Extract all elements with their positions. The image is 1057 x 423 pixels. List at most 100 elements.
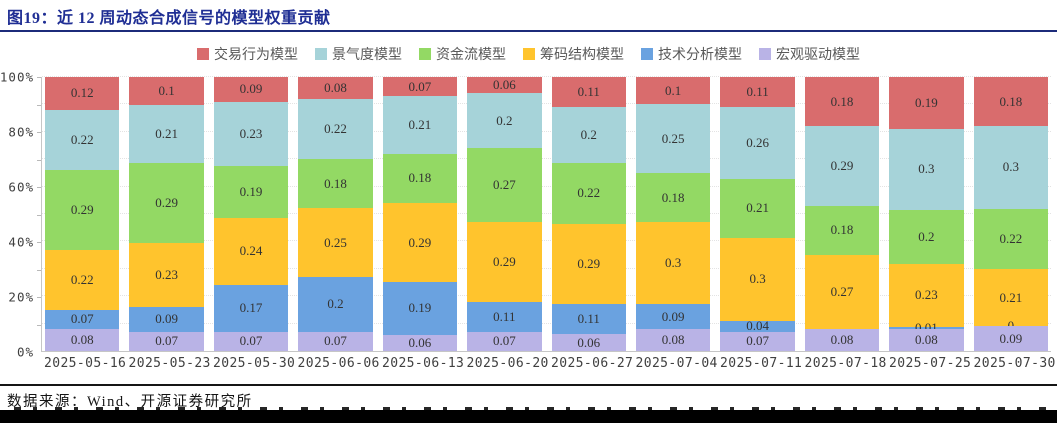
y-axis-tick-label: 20% <box>8 288 34 304</box>
x-axis-tick-label: 2025-06-20 <box>466 356 549 371</box>
legend-color-swatch <box>759 48 771 60</box>
y-axis-tick <box>37 77 41 78</box>
bar-segment: 0.09 <box>635 304 711 330</box>
bar-segment: 0.3 <box>973 126 1049 209</box>
bar-segment: 0.19 <box>213 165 289 219</box>
gridline <box>42 130 1051 132</box>
legend-item-label: 筹码结构模型 <box>540 48 624 63</box>
bar-segment: 0.08 <box>298 77 373 99</box>
chart-legend: 交易行为模型 景气度模型 资金流模型 筹码结构模型 技术分析模型 宏观驱动模型 <box>0 44 1057 64</box>
stacked-bar: 0.1 0.21 0.29 0.23 0.09 0.07 <box>129 77 204 351</box>
bars-container: 0.12 0.22 0.29 0.22 0.07 0.08 0.1 0.21 0.29 0.23 0… <box>42 77 1051 351</box>
bar-segment: 0.18 <box>635 172 711 223</box>
bar-segment: 0.29 <box>804 126 880 206</box>
gridline <box>42 322 1051 324</box>
bar-segment: 0.3 <box>889 128 964 210</box>
bar-segment: 0.07 <box>720 331 795 351</box>
gridline <box>42 295 1051 297</box>
bar-segment: 0.23 <box>213 101 289 166</box>
bar-segment: 0.08 <box>635 329 711 351</box>
legend-item-label: 交易行为模型 <box>214 48 298 63</box>
bar-segment: 0.1 <box>129 77 204 105</box>
x-axis-tick-label: 2025-05-23 <box>128 356 211 371</box>
bar-segment: 0.07 <box>213 331 289 351</box>
stacked-bar: 0.19 0.3 0.2 0.23 0.01 0.08 <box>889 77 964 351</box>
legend-item: 景气度模型 <box>315 44 402 64</box>
y-axis-tick-label: 40% <box>8 233 34 249</box>
bar-segment: 0.18 <box>298 159 373 209</box>
y-axis-tick-label: 100% <box>0 68 34 84</box>
x-axis-tick-label: 2025-06-06 <box>297 356 380 371</box>
gridline <box>42 185 1051 187</box>
bar-segment: 0.2 <box>298 276 373 332</box>
bar-segment: 0.22 <box>973 208 1049 269</box>
gridline <box>42 158 1051 160</box>
x-axis-tick-label: 2025-07-11 <box>720 356 803 371</box>
data-source-note: 数据来源：Wind、开源证券研究所 <box>7 394 253 410</box>
bar-segment: 0.17 <box>213 284 289 332</box>
x-axis-tick-label: 2025-05-30 <box>213 356 296 371</box>
bar-segment: 0.22 <box>551 162 626 224</box>
bar-segment: 0.26 <box>720 107 795 180</box>
bar-segment: 0.29 <box>382 203 458 283</box>
bar-segment: 0.18 <box>382 153 458 204</box>
stacked-bar: 0.180.30.220.2100.09 <box>973 77 1049 351</box>
x-axis: 2025-05-16 2025-05-23 2025-05-30 2025-06-06… <box>41 356 1055 371</box>
bar-segment: 0.2 <box>889 209 964 265</box>
figure-title: 图19：近 12 周动态合成信号的模型权重贡献 <box>7 10 331 27</box>
bar-segment: 0.09 <box>129 306 204 332</box>
bar-segment: 0.21 <box>973 268 1049 327</box>
bar-segment: 0.2 <box>551 107 626 163</box>
bar-segment: 0.04 <box>720 319 795 332</box>
bar-segment: 0.2 <box>467 93 542 149</box>
bar-segment: 0.22 <box>298 98 373 160</box>
bar-segment: 0.18 <box>804 205 880 256</box>
stacked-bar: 0.11 0.26 0.21 0.3 0.04 0.07 <box>720 77 795 351</box>
bar-segment: 0.22 <box>45 109 120 171</box>
bar-segment: 0.25 <box>635 104 711 173</box>
bar-segment: 0.06 <box>467 77 542 94</box>
legend-item-label: 宏观驱动模型 <box>776 48 860 63</box>
bar-segment: 0.23 <box>889 264 964 327</box>
legend-item: 筹码结构模型 <box>523 44 624 64</box>
y-axis-tick <box>37 132 41 133</box>
bar-segment: 0.07 <box>129 331 204 351</box>
legend-color-swatch <box>419 48 431 60</box>
bar-segment: 0.29 <box>45 170 120 250</box>
bar-segment: 0.12 <box>45 77 120 110</box>
bar-segment: 0.1 <box>635 77 711 105</box>
bar-segment: 0.21 <box>129 104 204 163</box>
gridline <box>42 103 1051 105</box>
plot-area: 0.12 0.22 0.29 0.22 0.07 0.08 0.1 0.21 0.29 0.23 0… <box>41 76 1051 352</box>
redaction-bar <box>0 410 1057 423</box>
legend-item: 资金流模型 <box>419 44 506 64</box>
bar-segment: 0.3 <box>720 237 795 321</box>
x-axis-tick-label: 2025-07-18 <box>804 356 887 371</box>
legend-item-label: 资金流模型 <box>436 48 506 63</box>
gridline <box>42 240 1051 242</box>
stacked-bar: 0.09 0.23 0.19 0.24 0.17 0.07 <box>213 77 289 351</box>
bar-segment: 0.19 <box>889 77 964 129</box>
title-underline <box>0 30 1057 32</box>
y-axis-tick <box>37 214 41 216</box>
legend-color-swatch <box>315 48 327 60</box>
bar-segment: 0.22 <box>45 249 120 310</box>
y-axis-tick-label: 60% <box>8 178 34 194</box>
y-axis-tick-label: 80% <box>8 123 34 139</box>
y-axis-tick <box>37 104 41 106</box>
legend-item-label: 技术分析模型 <box>658 48 742 63</box>
bar-segment: 0.29 <box>467 222 542 302</box>
bar-segment: 0.18 <box>804 77 880 127</box>
bar-segment: 0.18 <box>973 77 1049 127</box>
x-axis-tick-label: 2025-07-25 <box>889 356 972 371</box>
gridline <box>42 76 1051 77</box>
y-axis-tick <box>37 242 41 243</box>
bar-segment: 0.21 <box>720 179 795 238</box>
bar-segment: 0.23 <box>129 243 204 307</box>
bar-segment: 0.07 <box>382 77 458 97</box>
bar-segment: 0.09 <box>973 326 1049 351</box>
stacked-bar: 0.06 0.2 0.27 0.29 0.11 0.07 <box>467 77 542 351</box>
bar-segment: 0.11 <box>720 77 795 108</box>
bar-segment: 0.3 <box>635 222 711 305</box>
bar-segment: 0.11 <box>551 77 626 108</box>
